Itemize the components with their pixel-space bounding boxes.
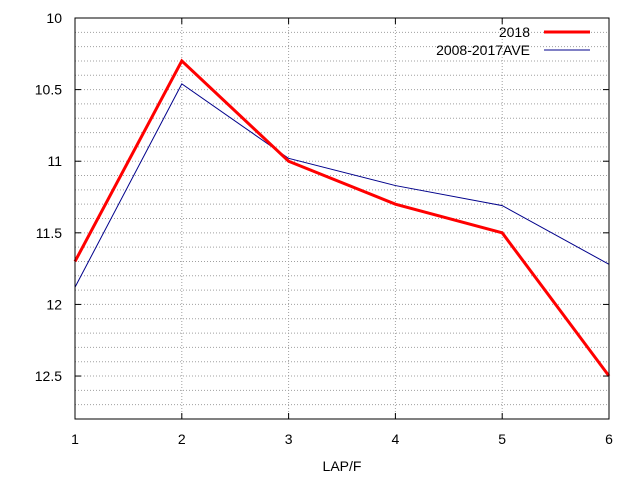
y-tick-label: 11 [47, 153, 62, 169]
y-tick-label: 11.5 [36, 225, 62, 241]
x-axis-ticks: 1 2 3 4 5 6 [71, 18, 613, 447]
x-tick-label: 5 [498, 431, 506, 447]
legend-label: 2018 [499, 24, 530, 40]
grid [75, 18, 609, 419]
x-tick-label: 2 [178, 431, 186, 447]
legend: 2018 2008-2017AVE [436, 24, 590, 58]
plot-frame [74, 17, 610, 420]
x-tick-label: 6 [605, 431, 613, 447]
series-line-2008-2017AVE [74, 83, 610, 288]
plot-series [73, 58, 611, 377]
y-tick-label: 12.5 [35, 368, 62, 384]
x-axis-label: LAP/F [323, 458, 362, 474]
x-tick-label: 3 [285, 431, 293, 447]
y-tick-label: 12 [46, 296, 62, 312]
x-tick-label: 4 [392, 431, 400, 447]
y-tick-label: 10.5 [35, 82, 62, 98]
series-line-2018 [73, 58, 611, 377]
y-axis-ticks: 10 10.5 11 11.5 12 12.5 [35, 10, 609, 384]
y-tick-label: 10 [46, 10, 62, 26]
x-tick-label: 1 [71, 431, 79, 447]
legend-label: 2008-2017AVE [436, 42, 530, 58]
